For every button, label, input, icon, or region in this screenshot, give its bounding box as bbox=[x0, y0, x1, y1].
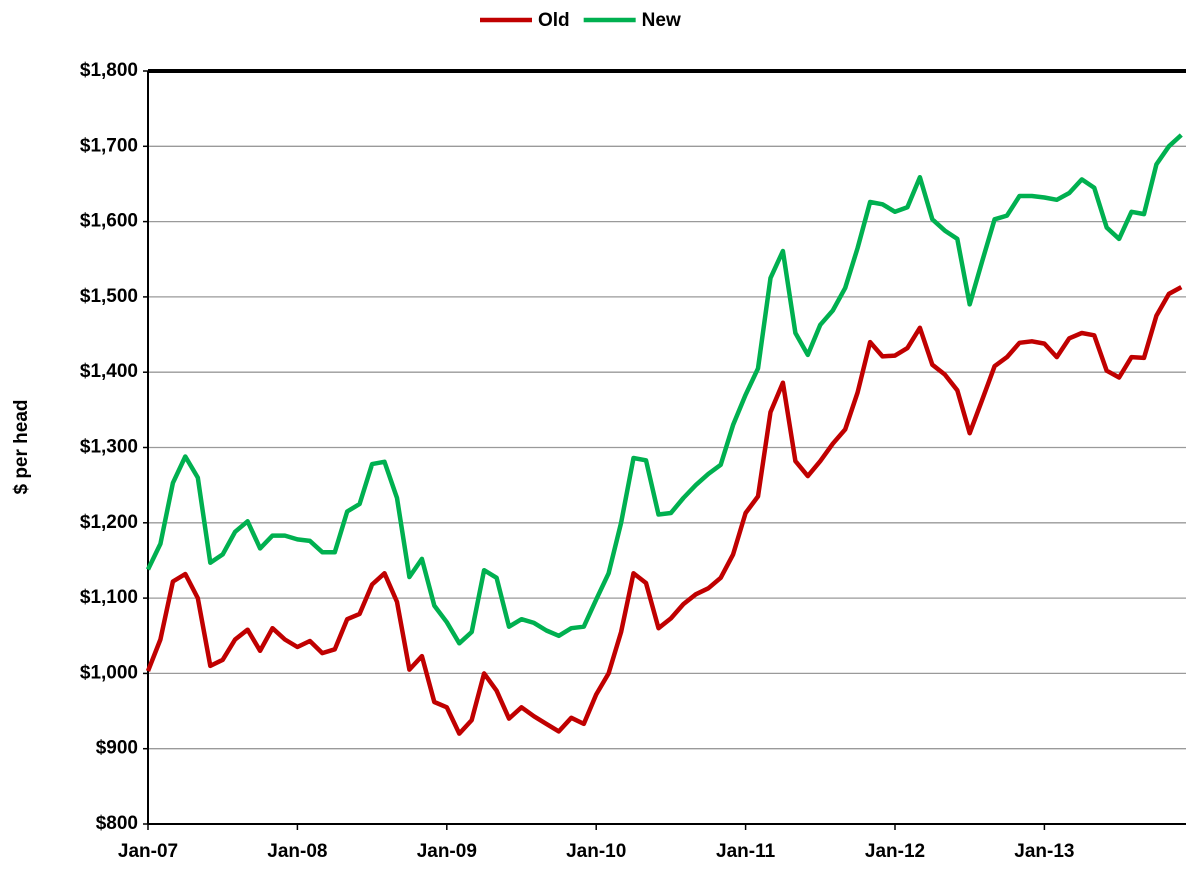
x-tick-label: Jan-11 bbox=[716, 841, 776, 862]
y-tick-label: $900 bbox=[96, 738, 138, 759]
x-tick-label: Jan-12 bbox=[865, 841, 925, 862]
y-tick-label: $1,600 bbox=[80, 211, 138, 232]
legend-label: New bbox=[642, 10, 681, 31]
series-line bbox=[145, 285, 1183, 736]
x-tick-label: Jan-09 bbox=[417, 841, 477, 862]
y-tick-label: $1,800 bbox=[80, 60, 138, 81]
y-tick-label: $1,400 bbox=[80, 361, 138, 382]
x-tick-label: Jan-07 bbox=[118, 841, 178, 862]
y-tick-label: $800 bbox=[96, 813, 138, 834]
y-tick-label: $1,300 bbox=[80, 437, 138, 458]
legend-label: Old bbox=[538, 10, 570, 31]
y-tick-label: $1,200 bbox=[80, 512, 138, 533]
x-tick-label: Jan-08 bbox=[267, 841, 327, 862]
y-tick-label: $1,000 bbox=[80, 662, 138, 683]
y-tick-label: $1,500 bbox=[80, 286, 138, 307]
x-tick-label: Jan-10 bbox=[566, 841, 626, 862]
series-line bbox=[145, 133, 1183, 646]
y-tick-label: $1,100 bbox=[80, 587, 138, 608]
y-axis-label: $ per head bbox=[11, 399, 32, 494]
y-tick-label: $1,700 bbox=[80, 135, 138, 156]
x-tick-label: Jan-13 bbox=[1014, 841, 1074, 862]
